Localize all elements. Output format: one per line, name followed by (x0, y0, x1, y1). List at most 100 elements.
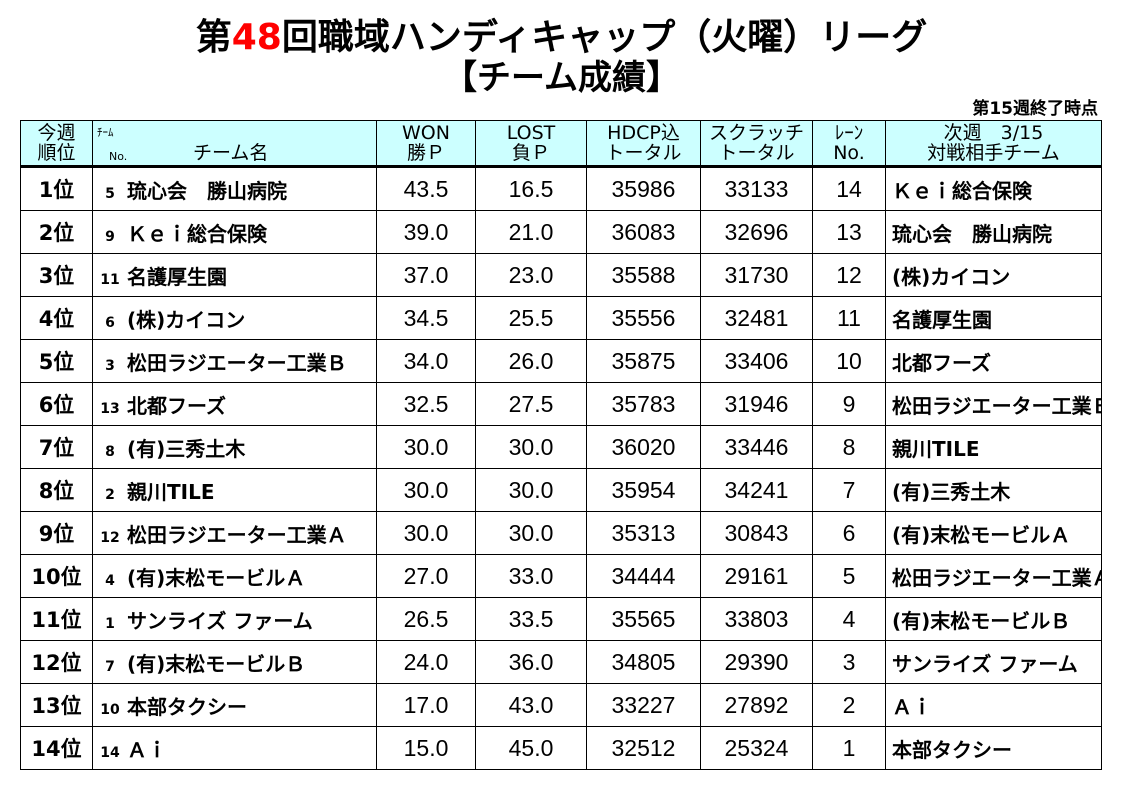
hdcp-cell: 35783 (586, 382, 701, 426)
rank-cell: 1位 (20, 166, 93, 211)
lost-cell: 21.0 (475, 210, 587, 254)
opponent-cell: 名護厚生園 (885, 296, 1102, 340)
team-name: 名護厚生園 (127, 264, 227, 289)
table-row: 14位 14 Ａｉ 15.0 45.0 32512 25324 1 本部タクシー (20, 726, 1102, 770)
team-name: 親川TILE (127, 479, 215, 504)
standings-body: 1位 5 琉心会 勝山病院 43.5 16.5 35986 33133 14 Ｋｅｉ総合保険 2位… (20, 166, 1102, 770)
hdcp-cell: 35986 (586, 166, 701, 211)
team-number: 4 (105, 572, 115, 589)
scratch-cell: 27892 (700, 683, 813, 727)
team-name: サンライズ ファーム (127, 608, 313, 633)
hdcp-cell: 36083 (586, 210, 701, 254)
lane-cell: 11 (812, 296, 886, 340)
scratch-cell: 31946 (700, 382, 813, 426)
team-number: 13 (100, 400, 120, 417)
opponent-cell: 親川TILE (885, 425, 1102, 469)
rank-cell: 10位 (20, 554, 93, 598)
rank-cell: 11位 (20, 597, 93, 641)
rank-cell: 2位 (20, 210, 93, 254)
lost-cell: 30.0 (475, 511, 587, 555)
team-number: 9 (105, 228, 115, 245)
rank-header: 今週 順位 (20, 120, 93, 167)
team-number: 1 (105, 615, 115, 632)
rank-cell: 14位 (20, 726, 93, 770)
table-row: 7位 8 (有)三秀土木 30.0 30.0 36020 33446 8 親川TILE (20, 425, 1102, 469)
opponent-cell: Ｋｅｉ総合保険 (885, 166, 1102, 211)
rank-cell: 8位 (20, 468, 93, 512)
opponent-cell: Ａｉ (885, 683, 1102, 727)
team-number: 14 (100, 744, 120, 761)
team-no-label: ﾁｰﾑ (97, 126, 114, 139)
table-row: 3位 11 名護厚生園 37.0 23.0 35588 31730 12 (株)カイコン (20, 253, 1102, 297)
team-name: 本部タクシー (127, 694, 247, 719)
team-no-label-2: No. (109, 150, 128, 163)
scratch-cell: 33803 (700, 597, 813, 641)
rank-cell: 7位 (20, 425, 93, 469)
opponent-cell: 北都フーズ (885, 339, 1102, 383)
opponent-cell: 本部タクシー (885, 726, 1102, 770)
lane-cell: 13 (812, 210, 886, 254)
title-number: 48 (231, 17, 282, 58)
won-cell: 34.0 (376, 339, 476, 383)
lost-cell: 16.5 (475, 166, 587, 211)
lost-cell: 27.5 (475, 382, 587, 426)
team-number: 7 (105, 658, 115, 675)
team-name: (有)末松モービルＡ (127, 565, 306, 590)
team-name: 北都フーズ (127, 393, 226, 418)
lane-cell: 12 (812, 253, 886, 297)
team-name: 琉心会 勝山病院 (127, 178, 287, 203)
scratch-cell: 30843 (700, 511, 813, 555)
team-number: 12 (100, 529, 120, 546)
team-number: 2 (105, 486, 115, 503)
hdcp-cell: 32512 (586, 726, 701, 770)
rank-cell: 6位 (20, 382, 93, 426)
opponent-cell: 松田ラジエーター工業Ａ (885, 554, 1102, 598)
won-cell: 30.0 (376, 425, 476, 469)
opponent-cell: (有)三秀土木 (885, 468, 1102, 512)
scratch-cell: 31730 (700, 253, 813, 297)
title-prefix: 第 (195, 17, 232, 58)
team-name: Ａｉ (127, 737, 167, 762)
table-row: 5位 3 松田ラジエーター工業Ｂ 34.0 26.0 35875 33406 10 北都フーズ (20, 339, 1102, 383)
opponent-cell: 琉心会 勝山病院 (885, 210, 1102, 254)
lost-cell: 23.0 (475, 253, 587, 297)
hdcp-cell: 34805 (586, 640, 701, 684)
header-row: 今週 順位 ﾁｰﾑ No. チーム名 WON 勝Ｐ LOST 負Ｐ HDCP込 トータル ス… (20, 120, 1102, 167)
won-cell: 15.0 (376, 726, 476, 770)
won-cell: 32.5 (376, 382, 476, 426)
opponent-header: 次週 3/15 対戦相手チーム (885, 120, 1102, 167)
won-cell: 34.5 (376, 296, 476, 340)
team-number: 6 (105, 314, 115, 331)
lost-cell: 45.0 (475, 726, 587, 770)
opponent-cell: (有)末松モービルＡ (885, 511, 1102, 555)
table-row: 1位 5 琉心会 勝山病院 43.5 16.5 35986 33133 14 Ｋｅｉ総合保険 (20, 166, 1102, 211)
lost-cell: 25.5 (475, 296, 587, 340)
team-cell: 10 本部タクシー (92, 683, 377, 727)
hdcp-cell: 35565 (586, 597, 701, 641)
lost-header: LOST 負Ｐ (475, 120, 587, 167)
table-row: 2位 9 Ｋｅｉ総合保険 39.0 21.0 36083 32696 13 琉心会 勝山病院 (20, 210, 1102, 254)
lost-cell: 33.0 (475, 554, 587, 598)
table-row: 12位 7 (有)末松モービルＢ 24.0 36.0 34805 29390 3 サンライズ フ… (20, 640, 1102, 684)
title-suffix: 回職域ハンディキャップ（火曜）リーグ (281, 17, 928, 58)
lane-cell: 4 (812, 597, 886, 641)
rank-cell: 3位 (20, 253, 93, 297)
scratch-cell: 25324 (700, 726, 813, 770)
lane-cell: 7 (812, 468, 886, 512)
rank-cell: 5位 (20, 339, 93, 383)
lane-cell: 6 (812, 511, 886, 555)
team-number: 8 (105, 443, 115, 460)
scratch-header: スクラッチ トータル (700, 120, 813, 167)
team-cell: 13 北都フーズ (92, 382, 377, 426)
team-name-label: チーム名 (193, 142, 269, 164)
team-cell: 4 (有)末松モービルＡ (92, 554, 377, 598)
lost-cell: 30.0 (475, 468, 587, 512)
opponent-cell: (株)カイコン (885, 253, 1102, 297)
hdcp-cell: 33227 (586, 683, 701, 727)
lane-cell: 2 (812, 683, 886, 727)
lane-header: ﾚｰﾝ No. (812, 120, 886, 167)
hdcp-cell: 35954 (586, 468, 701, 512)
lane-cell: 5 (812, 554, 886, 598)
won-cell: 17.0 (376, 683, 476, 727)
table-row: 13位 10 本部タクシー 17.0 43.0 33227 27892 2 Ａｉ (20, 683, 1102, 727)
